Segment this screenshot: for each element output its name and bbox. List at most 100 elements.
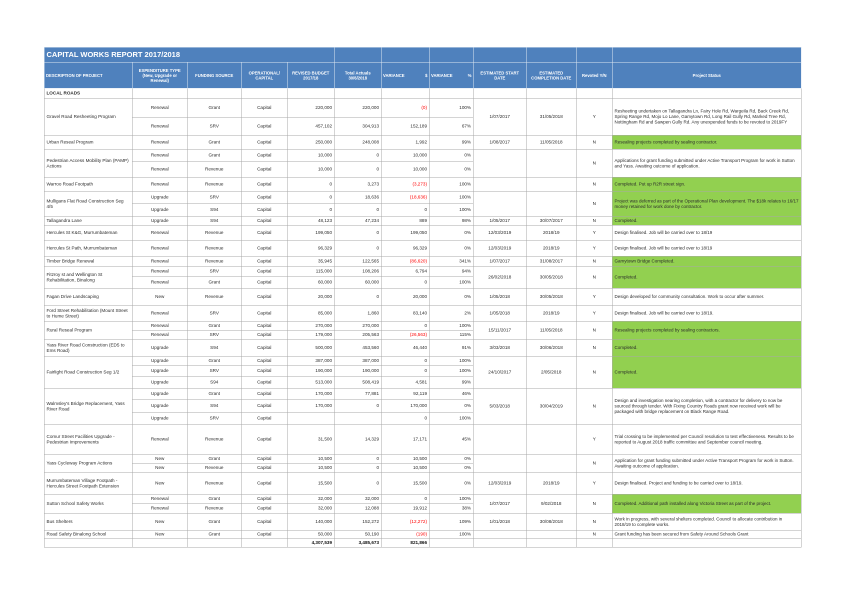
project-status: Resheeting undertaken on Tallagandra Ln,… (612, 98, 802, 136)
empty-cell (612, 88, 802, 99)
empty-cell (473, 47, 527, 63)
total-actuals: 205,563 (334, 330, 382, 340)
project-line-row: Upgrade S94 Capital 0 0 0 100% (44, 203, 801, 217)
variance-amount: 0 (381, 412, 430, 425)
empty-cell (241, 88, 288, 99)
variance-percent: 100% (429, 203, 474, 217)
operational-capital: Capital (241, 98, 288, 118)
estimated-start-date: 1/05/2018 (473, 305, 527, 322)
project-line-row: Bus Shelters New Grant Capital 140,000 152,27… (44, 513, 802, 531)
estimated-completion-date (526, 191, 577, 217)
header-variance-amount-unit: $ (425, 72, 428, 78)
estimated-completion-date: 11/05/2018 (526, 135, 577, 150)
estimated-start-date: 1/07/2017 (473, 494, 527, 514)
estimated-completion-date: 30/07/2017 (526, 216, 577, 226)
empty-cell (187, 538, 242, 548)
revised-budget: 0 (286, 203, 335, 217)
estimated-start-date (473, 530, 527, 539)
variance-percent: 341% (429, 256, 474, 267)
operational-capital: Capital (241, 240, 288, 257)
operational-capital: Capital (241, 161, 288, 178)
variance-percent: 99% (429, 376, 474, 389)
revoted-flag: N (576, 135, 613, 150)
total-actuals: 77,881 (334, 388, 382, 400)
project-name: Sutton School Safety Works (44, 494, 133, 514)
revised-budget: 140,000 (286, 513, 335, 531)
variance-amount: 92,119 (381, 388, 430, 400)
estimated-start-date (473, 149, 527, 178)
header-operational-capital: OPERATIONAL/ CAPITAL (241, 62, 288, 89)
variance-amount: 4,581 (381, 376, 430, 389)
revised-budget: 60,000 (286, 276, 335, 289)
total-actuals: 3,485,673 (334, 538, 382, 548)
variance-percent: 67% (429, 117, 474, 136)
project-status: Resealing projects completed by sealing … (612, 321, 802, 340)
funding-source: Revenue (187, 240, 242, 257)
empty-cell (473, 88, 527, 99)
variance-amount: 46,440 (381, 339, 430, 357)
empty-cell (381, 47, 430, 63)
variance-percent: 2% (429, 305, 474, 322)
funding-source: SRV (187, 266, 242, 277)
variance-amount: 17,171 (381, 424, 430, 455)
variance-amount: 10,500 (381, 454, 430, 464)
expenditure-type: Renewal (132, 117, 188, 136)
estimated-completion-date: 2018/19 (526, 240, 577, 257)
revised-budget: 170,000 (286, 399, 335, 413)
total-actuals: 248,008 (334, 135, 382, 150)
expenditure-type: Renewal (132, 177, 188, 192)
project-status: Completed. (612, 356, 802, 389)
operational-capital: Capital (241, 177, 288, 192)
empty-cell (576, 88, 613, 99)
revoted-flag: Y (576, 424, 613, 455)
project-name: Fairlight Road Construction Seg 1/2 (44, 356, 133, 389)
expenditure-type: Upgrade (132, 216, 188, 226)
revised-budget: 457,102 (286, 117, 335, 136)
revoted-flag: N (576, 513, 613, 531)
project-status: Design finalised. Job will be carried ov… (612, 305, 802, 322)
estimated-completion-date (526, 530, 577, 539)
funding-source: SRV (187, 305, 242, 322)
variance-amount: 889 (381, 216, 430, 226)
operational-capital: Capital (241, 454, 288, 464)
project-line-row: Urban Reseal Program Renewal Grant Capital 2… (44, 135, 802, 150)
variance-percent: 0% (429, 399, 474, 413)
project-line-row: Warroo Road Footpath Renewal Revenue Capita… (44, 177, 802, 192)
operational-capital: Capital (241, 339, 288, 357)
funding-source: Grant (187, 530, 242, 539)
project-line-row: Rural Reseal Program Renewal Grant Capital 2… (44, 321, 802, 340)
empty-cell (334, 47, 382, 63)
funding-source: SRV (187, 117, 242, 136)
total-actuals: 0 (334, 161, 382, 178)
variance-percent: 0% (429, 472, 474, 495)
variance-amount: 1,992 (381, 135, 430, 150)
total-actuals: 60,000 (334, 276, 382, 289)
revised-budget: 0 (286, 191, 335, 204)
estimated-start-date: 12/03/2019 (473, 225, 527, 241)
expenditure-type: Renewal (132, 98, 188, 118)
revoted-flag: N (576, 177, 613, 192)
project-status: Project was deferred as part of the Oper… (612, 191, 802, 217)
total-actuals: 12,088 (334, 503, 382, 514)
expenditure-type: Upgrade (132, 356, 188, 366)
funding-source: Revenue (187, 424, 242, 455)
total-actuals: 0 (334, 472, 382, 495)
project-name: Yass River Road Construction (ED5 to Ems… (44, 339, 133, 357)
operational-capital: Capital (241, 503, 288, 514)
variance-percent: 0% (429, 288, 474, 306)
funding-source: S94 (187, 216, 242, 226)
total-actuals: 508,419 (334, 376, 382, 389)
operational-capital: Capital (241, 321, 288, 331)
estimated-completion-date: 30/06/2018 (526, 339, 577, 357)
total-actuals: 32,000 (334, 494, 382, 504)
total-actuals: 0 (334, 240, 382, 257)
variance-amount: 10,000 (381, 149, 430, 162)
project-line-row: Pedestrian Access Mobility Plan (PAMP) A… (44, 149, 802, 178)
project-line-row: Ford Street Rehabilitation (Mount Street… (44, 305, 802, 322)
estimated-start-date: 15/11/2017 (473, 321, 527, 340)
project-line-row: Tallagandra Lane Upgrade S94 Capital 48,123 4… (44, 216, 802, 226)
revised-budget: 85,000 (286, 305, 335, 322)
revised-budget: 10,000 (286, 161, 335, 178)
revised-budget: 170,000 (286, 388, 335, 400)
estimated-completion-date: 2018/19 (526, 472, 577, 495)
